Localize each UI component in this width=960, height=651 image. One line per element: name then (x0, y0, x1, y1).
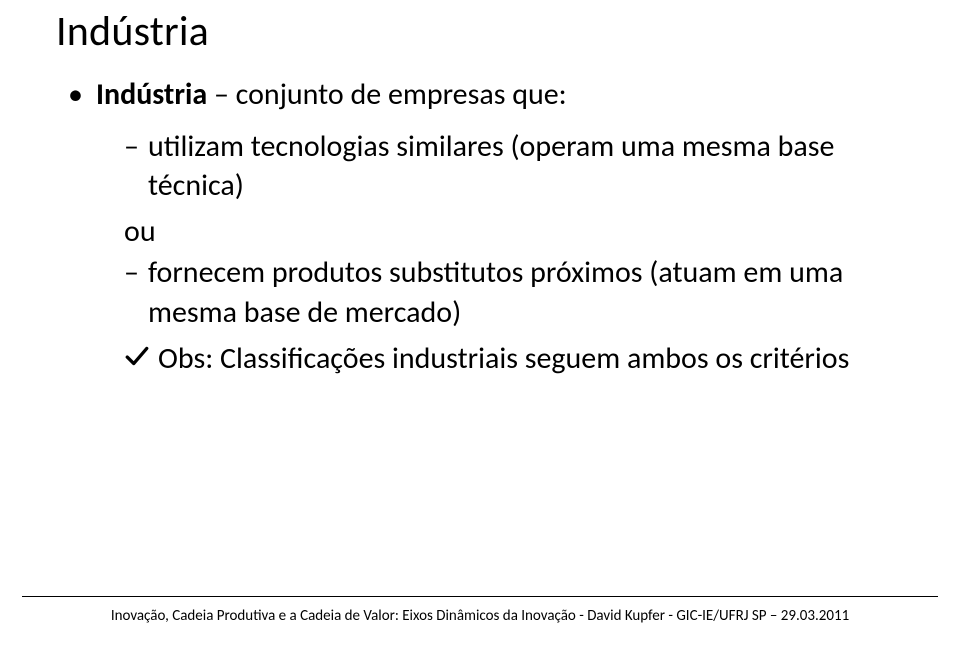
sub-bullet-text: utilizam tecnologias similares (operam u… (148, 128, 834, 205)
sub-bullet-item: utilizam tecnologias similares (operam u… (124, 127, 910, 206)
slide: Indústria Indústria – conjunto de empres… (0, 0, 960, 651)
sub-bullet-ou: ou (124, 212, 910, 252)
sub-bullet-text: fornecem produtos substitutos próximos (… (148, 254, 843, 331)
checkmark-icon (124, 343, 150, 369)
slide-body: Indústria – conjunto de empresas que: ut… (50, 75, 910, 378)
footer-divider (22, 596, 938, 597)
slide-title: Indústria (56, 6, 910, 57)
bullet-rest: – conjunto de empresas que: (207, 76, 567, 113)
bullet-item: Indústria – conjunto de empresas que: ut… (68, 75, 910, 378)
sub-bullet-text: Obs: Classificações industriais seguem a… (158, 340, 849, 377)
footer-text: Inovação, Cadeia Produtiva e a Cadeia de… (22, 607, 938, 625)
bullet-list-level1: Indústria – conjunto de empresas que: ut… (68, 75, 910, 378)
sub-bullet-item: fornecem produtos substitutos próximos (… (124, 253, 910, 332)
ou-text: ou (124, 213, 156, 250)
bullet-text: Indústria – conjunto de empresas que: (96, 76, 567, 113)
bullet-bold: Indústria (96, 76, 207, 113)
sub-bullet-check: Obs: Classificações industriais seguem a… (124, 339, 910, 379)
bullet-list-level2: utilizam tecnologias similares (operam u… (124, 127, 910, 379)
